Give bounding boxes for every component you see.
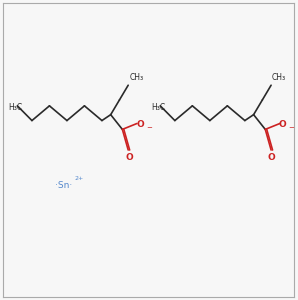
Text: ·Sn·: ·Sn· xyxy=(55,181,73,190)
Text: O: O xyxy=(278,121,286,130)
Text: H₃C: H₃C xyxy=(151,103,166,112)
Text: −: − xyxy=(146,125,152,131)
Text: CH₃: CH₃ xyxy=(130,74,144,82)
Text: O: O xyxy=(136,121,144,130)
Text: −: − xyxy=(288,125,294,131)
Text: H₃C: H₃C xyxy=(9,103,23,112)
Text: O: O xyxy=(126,153,134,162)
Text: CH₃: CH₃ xyxy=(272,74,286,82)
Text: O: O xyxy=(268,153,276,162)
Text: 2+: 2+ xyxy=(74,176,83,181)
